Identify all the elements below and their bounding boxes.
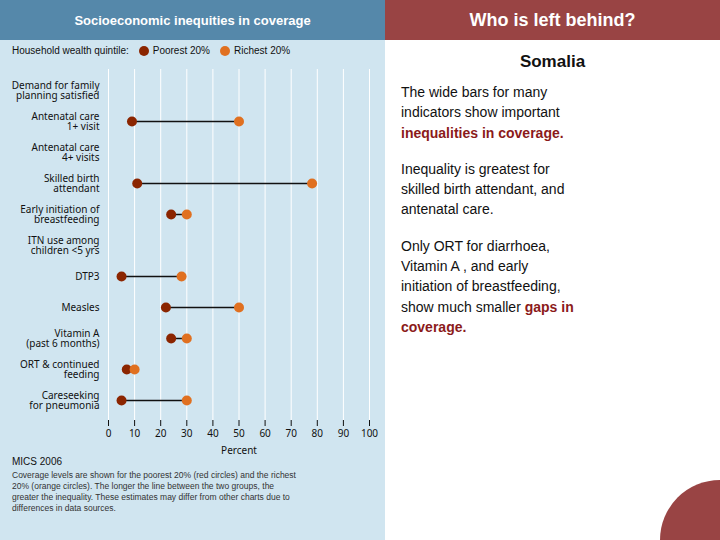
svg-text:ITN use amongchildren <5 yrs: ITN use amongchildren <5 yrs bbox=[28, 233, 100, 257]
svg-text:100: 100 bbox=[361, 426, 378, 440]
html-text:inequalities in coverage.: inequalities in coverage. bbox=[401, 124, 564, 141]
svg-text:Antenatal care1+ visit: Antenatal care1+ visit bbox=[32, 109, 100, 133]
html-text:Who is left behind?: Who is left behind? bbox=[469, 9, 636, 30]
html-text:Household wealth quintile:: Household wealth quintile: bbox=[12, 45, 129, 56]
svg-text:Skilled birthattendant: Skilled birthattendant bbox=[44, 171, 100, 195]
html-text:MICS 2006: MICS 2006 bbox=[12, 456, 62, 467]
svg-text:50: 50 bbox=[233, 426, 245, 440]
svg-text:Percent: Percent bbox=[221, 443, 257, 457]
svg-text:70: 70 bbox=[285, 426, 297, 440]
html-text:The wide bars for many indicat: The wide bars for many indicators show i… bbox=[401, 84, 560, 121]
svg-text:10: 10 bbox=[129, 426, 141, 440]
html-text:Coverage levels are shown for: Coverage levels are shown for the poores… bbox=[12, 470, 296, 514]
svg-text:0: 0 bbox=[106, 426, 112, 440]
svg-text:80: 80 bbox=[312, 426, 324, 440]
svg-text:Vitamin A(past 6 months): Vitamin A(past 6 months) bbox=[26, 326, 100, 350]
svg-text:Careseekingfor pneumonia: Careseekingfor pneumonia bbox=[29, 388, 99, 412]
svg-text:Measles: Measles bbox=[61, 300, 99, 314]
svg-text:40: 40 bbox=[207, 426, 219, 440]
svg-text:30: 30 bbox=[181, 426, 193, 440]
html-text:Socioeconomic inequities in co: Socioeconomic inequities in coverage bbox=[74, 12, 311, 28]
svg-text:DTP3: DTP3 bbox=[75, 269, 100, 283]
svg-text:90: 90 bbox=[338, 426, 350, 440]
svg-text:Antenatal care4+ visits: Antenatal care4+ visits bbox=[32, 140, 100, 164]
svg-text:Demand for familyplanning sati: Demand for familyplanning satisfied bbox=[12, 78, 101, 102]
svg-text:Early initiation ofbreastfeedi: Early initiation ofbreastfeeding bbox=[20, 202, 100, 226]
html-text:Poorest 20%: Poorest 20% bbox=[152, 45, 210, 56]
html-text:Richest 20%: Richest 20% bbox=[234, 45, 291, 56]
html-text:Somalia: Somalia bbox=[519, 52, 586, 71]
html-text:Only ORT for diarrhoea, Vitami: Only ORT for diarrhoea, Vitamin A , and … bbox=[401, 237, 574, 335]
svg-text:60: 60 bbox=[259, 426, 271, 440]
svg-text:20: 20 bbox=[155, 426, 167, 440]
svg-text:ORT & continuedfeeding: ORT & continuedfeeding bbox=[20, 357, 99, 381]
html-text:Inequality is greatest for ski: Inequality is greatest for skilled birth… bbox=[401, 160, 565, 218]
